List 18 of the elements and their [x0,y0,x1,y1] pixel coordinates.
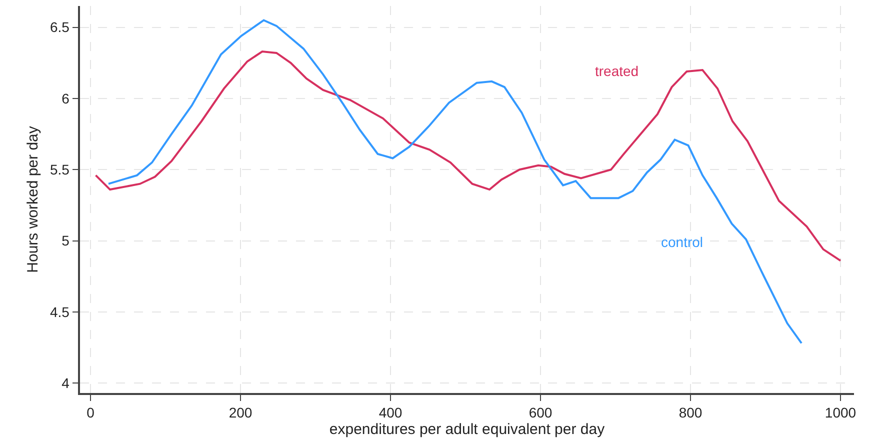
y-tick-label: 5 [62,232,70,249]
y-tick-label: 5.5 [50,162,70,178]
x-tick-label: 1000 [824,404,856,421]
x-tick-label: 600 [528,404,552,421]
y-axis-title: Hours worked per day [24,126,42,273]
x-tick-label: 800 [678,404,702,421]
y-tick-label: 6 [62,90,70,106]
line-series [108,19,802,344]
x-tick-label: 200 [228,404,252,421]
x-tick-label: 400 [378,404,402,421]
text: treated [595,63,639,79]
y-tick-label: 4.5 [50,304,70,320]
line-series [94,50,842,262]
x-tick-label: 0 [86,404,95,421]
y-tick-label: 6.5 [50,19,70,36]
y-tick-label: 4 [62,374,70,391]
text: control [661,234,704,250]
x-axis-title: expenditures per adult equivalent per day [329,421,606,438]
